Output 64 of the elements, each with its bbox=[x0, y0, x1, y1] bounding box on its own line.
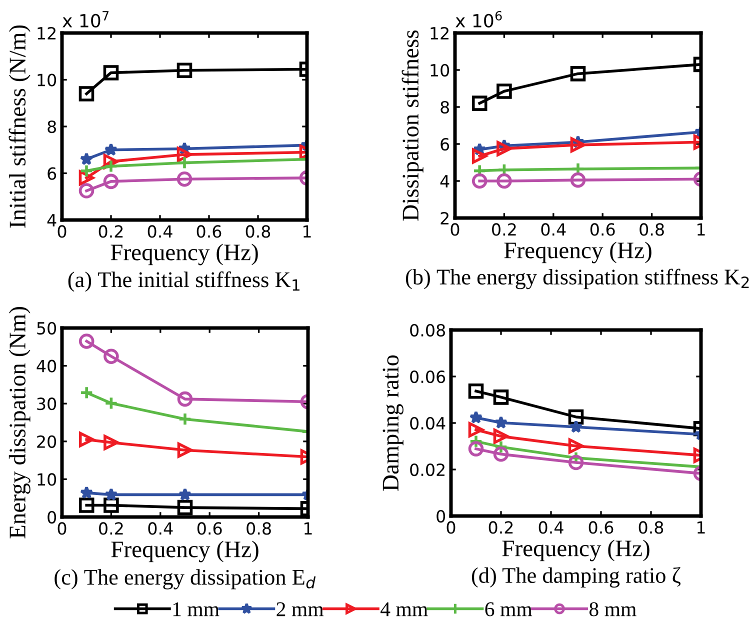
x-tick-label: 0.2 bbox=[99, 522, 123, 535]
x-tick-label: 0.4 bbox=[148, 225, 172, 238]
x-tick-label: 0.2 bbox=[98, 225, 123, 238]
y-axis-title: Initial stiffness (N/m) bbox=[8, 25, 30, 228]
y-tick-label: 6 bbox=[440, 138, 450, 151]
x-tick-label: 1 bbox=[304, 522, 312, 535]
legend-label: 6 mm bbox=[485, 602, 532, 616]
x-tick-label: 0.8 bbox=[640, 223, 664, 236]
x-axis-title: Frequency (Hz) bbox=[504, 242, 652, 264]
x-tick-label: 0 bbox=[58, 225, 66, 238]
y-tick-label: 12 bbox=[38, 26, 56, 40]
x-tick-label: 1 bbox=[304, 225, 311, 238]
legend-label: 4 mm bbox=[380, 602, 428, 616]
x-tick-label: 0 bbox=[58, 522, 66, 535]
y-axis-title: Energy dissipation (Nm) bbox=[8, 307, 30, 538]
x-axis-title: Frequency (Hz) bbox=[110, 244, 258, 266]
legend-label: 1 mm bbox=[173, 602, 220, 616]
y-axis-title: Dissipation stiffness bbox=[402, 30, 424, 221]
y-tick-label: 0 bbox=[436, 510, 446, 523]
text: (c) The energy dissipation E$_{d}$ bbox=[54, 569, 316, 590]
y-tick-label: 30 bbox=[37, 398, 56, 410]
y-tick-label: 0 bbox=[48, 510, 56, 524]
x-axis-title: Frequency (Hz) bbox=[111, 540, 258, 562]
x-axis-title: Frequency (Hz) bbox=[502, 540, 650, 562]
x-tick-label: 0.6 bbox=[196, 225, 222, 238]
text: (d) The damping ratio ζ bbox=[472, 567, 680, 588]
y-tick-label: 8 bbox=[440, 100, 449, 114]
x-tick-label: 0.8 bbox=[246, 522, 271, 535]
x-tick-label: 0.6 bbox=[588, 521, 614, 534]
x-tick-label: 0.8 bbox=[246, 225, 270, 238]
x-tick-label: 1 bbox=[698, 223, 705, 236]
y-tick-label: 0.02 bbox=[410, 463, 444, 476]
text: x 10$^{7}$ bbox=[62, 11, 109, 28]
y-tick-label: 6 bbox=[48, 167, 56, 180]
x-tick-label: 0.8 bbox=[638, 521, 664, 534]
y-tick-label: 10 bbox=[430, 64, 450, 77]
y-tick-label: 0.08 bbox=[410, 324, 445, 337]
y-axis-title: Damping ratio bbox=[382, 355, 404, 491]
y-tick-label: 4 bbox=[47, 214, 56, 226]
legend-label: 8 mm bbox=[589, 602, 636, 616]
x-tick-label: 0.4 bbox=[148, 522, 173, 535]
x-tick-label: 0.6 bbox=[197, 522, 222, 535]
y-tick-label: 8 bbox=[48, 120, 56, 134]
x-tick-label: 0.6 bbox=[590, 223, 615, 236]
y-tick-label: 50 bbox=[37, 322, 56, 335]
legend-label: 2 mm bbox=[276, 602, 324, 616]
text: x 10$^{6}$ bbox=[456, 10, 502, 28]
x-tick-label: 0.2 bbox=[488, 521, 513, 534]
y-tick-label: 10 bbox=[38, 473, 56, 486]
y-tick-label: 20 bbox=[37, 435, 56, 448]
y-tick-label: 10 bbox=[38, 74, 56, 86]
y-tick-label: 4 bbox=[440, 175, 450, 188]
x-tick-label: 0.4 bbox=[538, 521, 564, 534]
y-tick-label: 2 bbox=[440, 212, 448, 224]
x-tick-label: 1 bbox=[698, 521, 705, 534]
text: (a) The initial stiffness K$_{1}$ bbox=[68, 271, 300, 292]
text: (b) The energy dissipation stiffness K$_{2}$ bbox=[406, 268, 749, 290]
x-tick-label: 0.2 bbox=[492, 223, 516, 236]
y-tick-label: 12 bbox=[430, 26, 448, 40]
x-tick-label: 0 bbox=[450, 223, 460, 236]
y-tick-label: 0.04 bbox=[410, 416, 446, 430]
y-tick-label: 0.06 bbox=[410, 370, 446, 384]
x-tick-label: 0.4 bbox=[541, 223, 566, 236]
y-tick-label: 40 bbox=[36, 360, 56, 372]
